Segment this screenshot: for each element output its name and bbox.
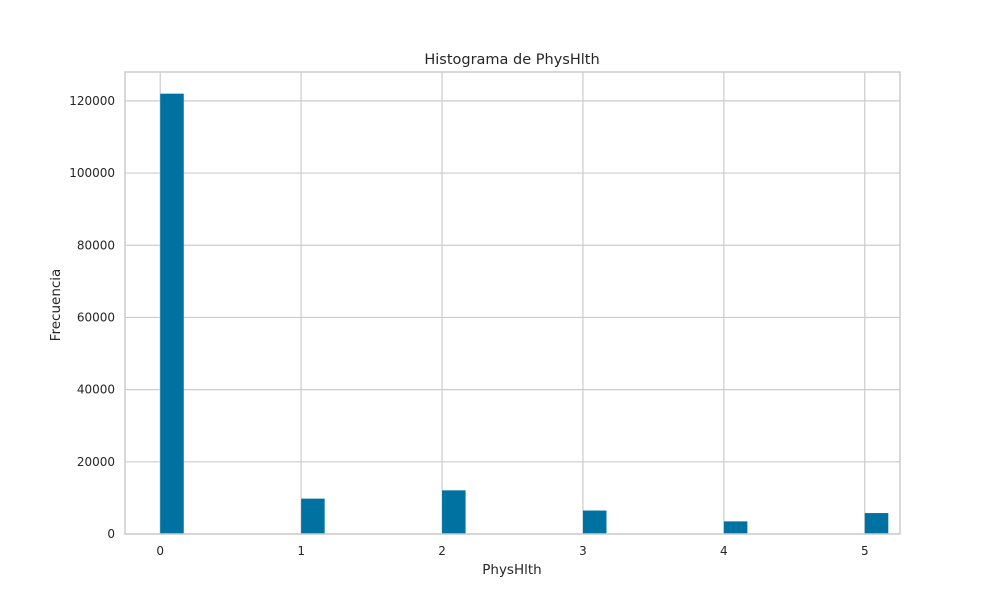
chart-title: Histograma de PhysHlth [424, 52, 599, 68]
bar-0 [160, 93, 184, 534]
y-tick-label: 40000 [77, 383, 115, 397]
bar-5 [864, 513, 889, 534]
ticks-layer: 0 1 2 3 4 5 0 20000 40000 60000 80000 100000 120000 [69, 94, 868, 558]
y-tick-label: 60000 [77, 310, 115, 324]
x-tick-label: 0 [156, 544, 164, 558]
y-tick-label: 120000 [69, 94, 115, 108]
grid-layer [125, 72, 900, 535]
bar-3 [582, 510, 607, 534]
x-tick-label: 2 [438, 544, 446, 558]
y-tick-label: 100000 [69, 166, 115, 180]
x-tick-label: 1 [297, 544, 305, 558]
x-axis-label: PhysHlth [482, 562, 541, 578]
x-tick-label: 5 [861, 544, 869, 558]
plot-frame [124, 71, 901, 535]
bar-1 [301, 498, 325, 534]
bar-2 [442, 490, 466, 534]
y-tick-label: 20000 [77, 455, 115, 469]
y-tick-label: 0 [107, 527, 115, 541]
y-axis-label: Frecuencia [48, 269, 64, 342]
bar-4 [723, 521, 748, 534]
y-tick-label: 80000 [77, 238, 115, 252]
bars-layer [160, 93, 889, 534]
x-tick-label: 4 [720, 544, 728, 558]
x-tick-label: 3 [579, 544, 587, 558]
